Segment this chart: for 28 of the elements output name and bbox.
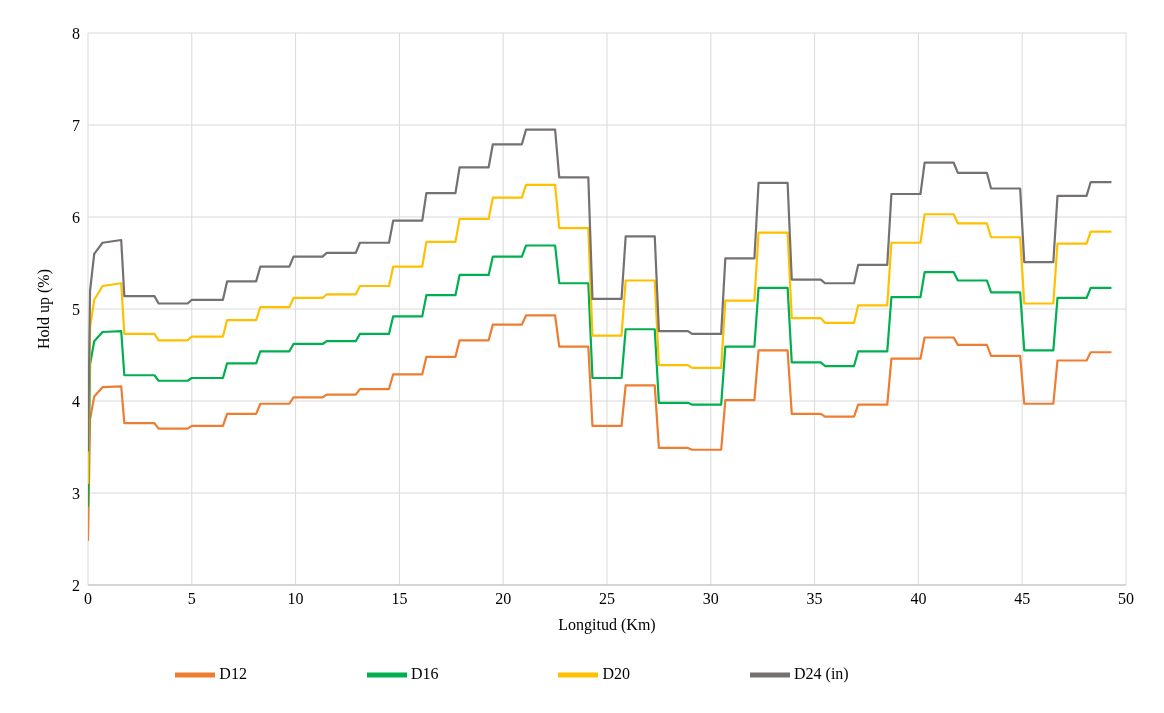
legend-label: D20 (602, 664, 631, 682)
x-tick-label: 10 (287, 590, 304, 608)
x-tick-label: 45 (1014, 590, 1031, 608)
y-axis-title: Hold up (%) (34, 269, 53, 349)
legend-label: D12 (219, 664, 247, 682)
x-axis-title: Longitud (Km) (558, 616, 656, 634)
x-tick-label: 30 (702, 590, 719, 608)
x-tick-label: 50 (1118, 590, 1134, 608)
legend-label: D24 (in) (794, 664, 849, 682)
x-tick-label: 15 (391, 590, 408, 608)
y-tick-label: 7 (72, 116, 80, 134)
line-series (88, 244, 1113, 508)
x-tick-label: 25 (599, 590, 615, 608)
y-tick-label: 8 (72, 24, 80, 42)
line-series (88, 128, 1113, 453)
y-tick-label: 6 (72, 208, 80, 226)
y-tick-label: 4 (72, 392, 80, 410)
legend-label: D16 (410, 664, 439, 682)
y-tick-label: 3 (72, 484, 80, 502)
x-tick-label: 0 (84, 590, 92, 608)
x-tick-label: 5 (187, 590, 196, 608)
x-tick-label: 40 (910, 590, 927, 608)
y-tick-label: 2 (72, 576, 80, 594)
y-tick-label: 5 (72, 300, 80, 318)
line-series (88, 183, 1113, 485)
x-tick-label: 20 (495, 590, 512, 608)
line-series (88, 314, 1113, 542)
x-tick-label: 35 (806, 590, 823, 608)
